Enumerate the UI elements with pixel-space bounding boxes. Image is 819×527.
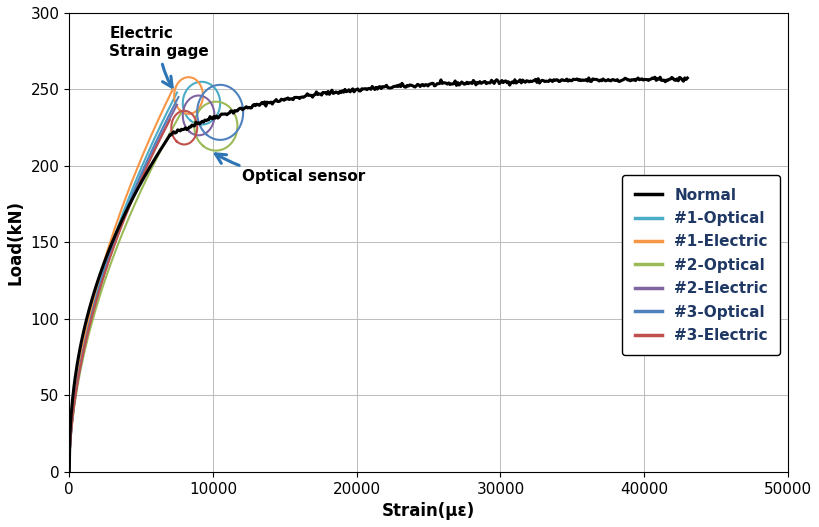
Legend: Normal, #1-Optical, #1-Electric, #2-Optical, #2-Electric, #3-Optical, #3-Electri: Normal, #1-Optical, #1-Electric, #2-Opti… [622, 175, 781, 355]
Y-axis label: Load(kN): Load(kN) [7, 200, 25, 285]
Text: Electric
Strain gage: Electric Strain gage [110, 26, 209, 87]
Text: Optical sensor: Optical sensor [215, 154, 365, 184]
X-axis label: Strain(με): Strain(με) [382, 502, 475, 520]
